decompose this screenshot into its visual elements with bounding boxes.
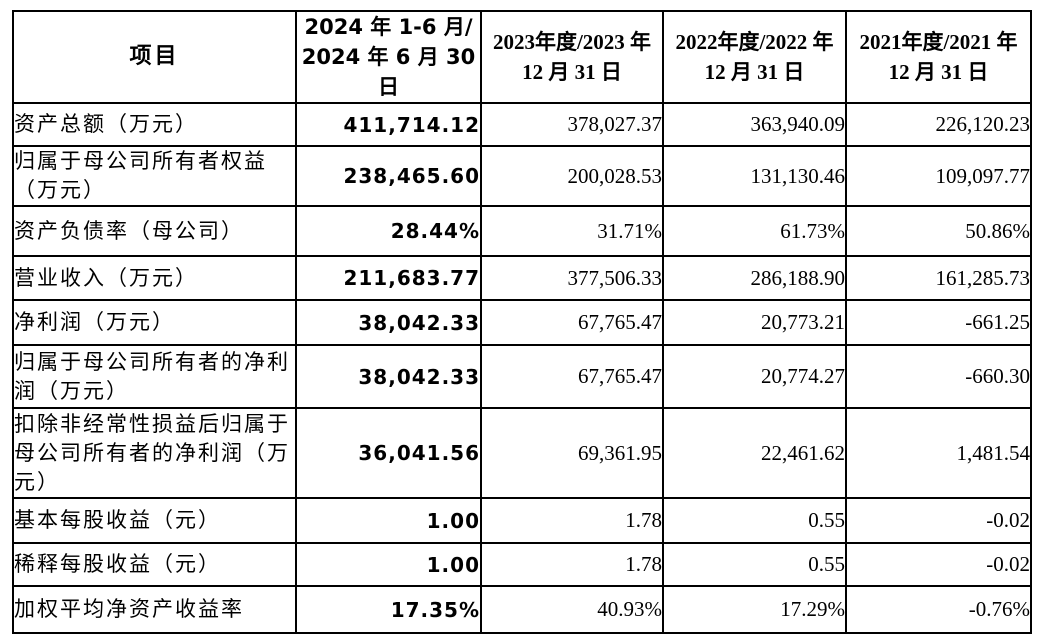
value-cell: 40.93% — [480, 585, 664, 634]
value-cell: 17.29% — [662, 585, 847, 634]
row-label: 归属于母公司所有者的净利润（万元） — [12, 344, 297, 409]
table-row-parent-net-profit: 归属于母公司所有者的净利润（万元） 38,042.33 67,765.47 20… — [12, 344, 1032, 409]
table-row-net-profit: 净利润（万元） 38,042.33 67,765.47 20,773.21 -6… — [12, 299, 1032, 346]
value-cell: 286,188.90 — [662, 255, 847, 301]
row-label: 净利润（万元） — [12, 299, 297, 346]
table-row-revenue: 营业收入（万元） 211,683.77 377,506.33 286,188.9… — [12, 255, 1032, 301]
value-cell: 211,683.77 — [295, 255, 482, 301]
value-cell: 1.78 — [480, 542, 664, 587]
value-cell: 226,120.23 — [845, 102, 1032, 147]
value-cell: 38,042.33 — [295, 344, 482, 409]
value-cell: -661.25 — [845, 299, 1032, 346]
table-row-basic-eps: 基本每股收益（元） 1.00 1.78 0.55 -0.02 — [12, 497, 1032, 544]
header-row: 项目 2024 年 1-6 月/ 2024 年 6 月 30 日 2023年度/… — [12, 10, 1032, 104]
column-header-2023-line1: 2023年度/2023 年 — [492, 30, 652, 54]
row-label: 归属于母公司所有者权益（万元） — [12, 145, 297, 207]
value-cell: 1.78 — [480, 497, 664, 544]
value-cell: 238,465.60 — [295, 145, 482, 207]
value-cell: 363,940.09 — [662, 102, 847, 147]
financial-summary-table: 项目 2024 年 1-6 月/ 2024 年 6 月 30 日 2023年度/… — [12, 10, 1032, 634]
value-cell: -660.30 — [845, 344, 1032, 409]
value-cell: 67,765.47 — [480, 299, 664, 346]
value-cell: 67,765.47 — [480, 344, 664, 409]
value-cell: 0.55 — [662, 497, 847, 544]
table-row-deducted-net-profit: 扣除非经常性损益后归属于母公司所有者的净利润（万元） 36,041.56 69,… — [12, 407, 1032, 499]
value-cell: 22,461.62 — [662, 407, 847, 499]
value-cell: 378,027.37 — [480, 102, 664, 147]
table-row-parent-equity: 归属于母公司所有者权益（万元） 238,465.60 200,028.53 13… — [12, 145, 1032, 207]
table-row-diluted-eps: 稀释每股收益（元） 1.00 1.78 0.55 -0.02 — [12, 542, 1032, 587]
value-cell: 17.35% — [295, 585, 482, 634]
column-header-2024-line2: 2024 年 6 月 30 日 — [301, 45, 476, 99]
value-cell: 1.00 — [295, 542, 482, 587]
table-row-debt-ratio: 资产负债率（母公司） 28.44% 31.71% 61.73% 50.86% — [12, 205, 1032, 257]
value-cell: -0.76% — [845, 585, 1032, 634]
table-row-total-assets: 资产总额（万元） 411,714.12 378,027.37 363,940.0… — [12, 102, 1032, 147]
table-row-weighted-avg-roe: 加权平均净资产收益率 17.35% 40.93% 17.29% -0.76% — [12, 585, 1032, 634]
column-header-2022-line1: 2022年度/2022 年 — [675, 30, 834, 54]
row-label: 扣除非经常性损益后归属于母公司所有者的净利润（万元） — [12, 407, 297, 499]
value-cell: 411,714.12 — [295, 102, 482, 147]
value-cell: 36,041.56 — [295, 407, 482, 499]
value-cell: 28.44% — [295, 205, 482, 257]
value-cell: 377,506.33 — [480, 255, 664, 301]
row-label: 资产总额（万元） — [12, 102, 297, 147]
value-cell: 61.73% — [662, 205, 847, 257]
column-header-2021: 2021年度/2021 年 12 月 31 日 — [845, 10, 1032, 104]
value-cell: 131,130.46 — [662, 145, 847, 207]
value-cell: 161,285.73 — [845, 255, 1032, 301]
row-label: 基本每股收益（元） — [12, 497, 297, 544]
column-header-2024-line1: 2024 年 1-6 月/ — [304, 15, 473, 39]
column-header-2024: 2024 年 1-6 月/ 2024 年 6 月 30 日 — [295, 10, 482, 104]
value-cell: 1,481.54 — [845, 407, 1032, 499]
row-label: 营业收入（万元） — [12, 255, 297, 301]
value-cell: 69,361.95 — [480, 407, 664, 499]
column-header-2023: 2023年度/2023 年 12 月 31 日 — [480, 10, 664, 104]
value-cell: 20,773.21 — [662, 299, 847, 346]
value-cell: -0.02 — [845, 497, 1032, 544]
value-cell: 1.00 — [295, 497, 482, 544]
value-cell: 38,042.33 — [295, 299, 482, 346]
column-header-2022-line2: 12 月 31 日 — [704, 60, 805, 84]
row-label: 加权平均净资产收益率 — [12, 585, 297, 634]
value-cell: -0.02 — [845, 542, 1032, 587]
column-header-2023-line2: 12 月 31 日 — [522, 60, 622, 84]
value-cell: 31.71% — [480, 205, 664, 257]
column-header-2021-line2: 12 月 31 日 — [888, 60, 989, 84]
value-cell: 200,028.53 — [480, 145, 664, 207]
column-header-2021-line1: 2021年度/2021 年 — [859, 30, 1018, 54]
column-header-item: 项目 — [12, 10, 297, 104]
value-cell: 50.86% — [845, 205, 1032, 257]
row-label: 资产负债率（母公司） — [12, 205, 297, 257]
value-cell: 109,097.77 — [845, 145, 1032, 207]
row-label: 稀释每股收益（元） — [12, 542, 297, 587]
value-cell: 20,774.27 — [662, 344, 847, 409]
column-header-2022: 2022年度/2022 年 12 月 31 日 — [662, 10, 847, 104]
value-cell: 0.55 — [662, 542, 847, 587]
